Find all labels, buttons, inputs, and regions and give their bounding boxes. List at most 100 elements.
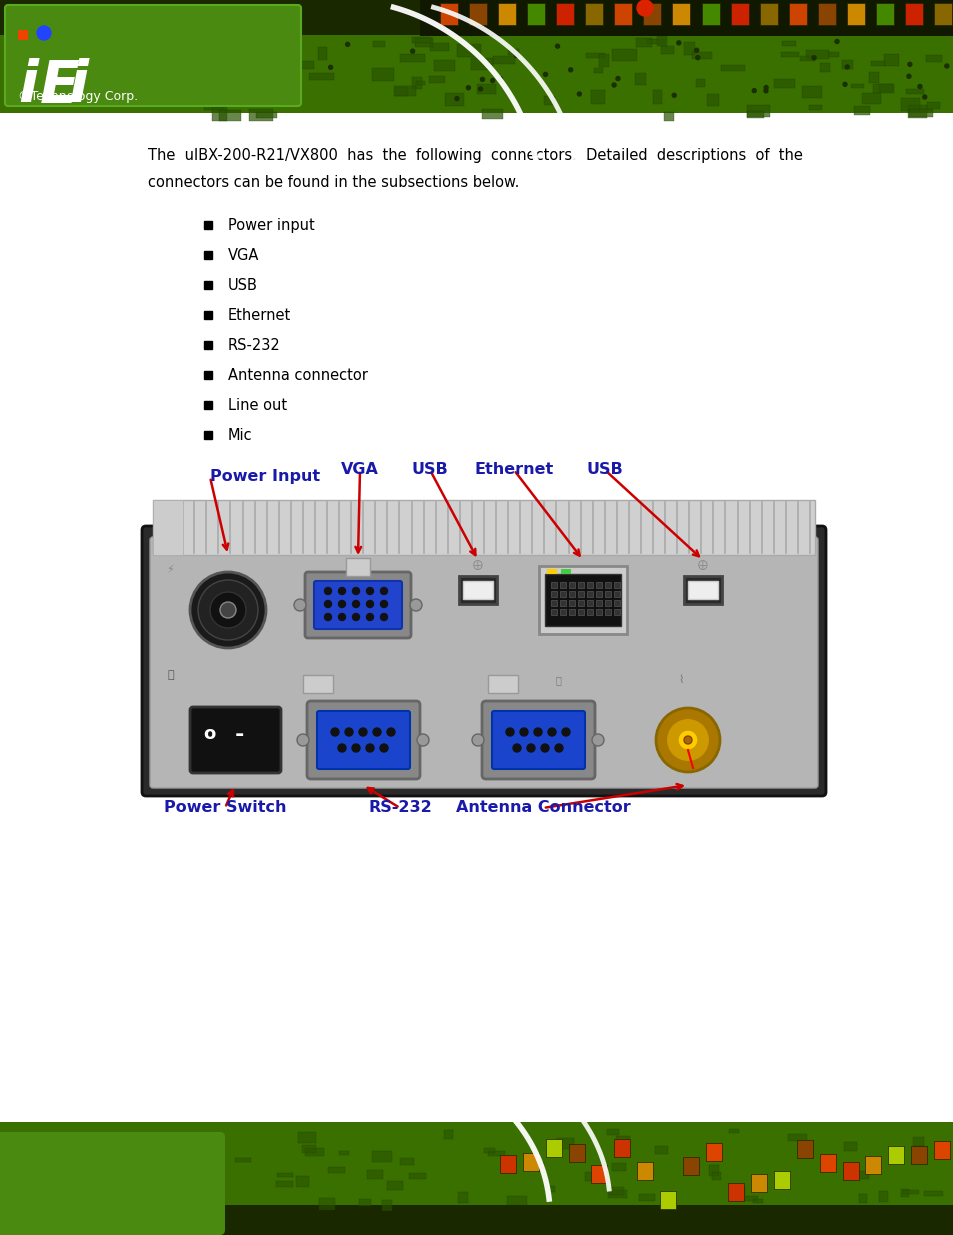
Bar bbox=[204, 99, 224, 110]
Bar bbox=[908, 110, 932, 117]
Bar bbox=[429, 75, 444, 83]
Bar bbox=[612, 1163, 625, 1171]
Bar bbox=[614, 2, 632, 25]
Circle shape bbox=[811, 56, 815, 59]
Bar bbox=[568, 600, 575, 606]
Bar bbox=[183, 1156, 200, 1162]
Circle shape bbox=[358, 727, 367, 736]
Bar bbox=[808, 105, 821, 110]
Bar bbox=[639, 1194, 654, 1202]
Circle shape bbox=[337, 743, 346, 752]
Bar bbox=[382, 1199, 392, 1212]
Circle shape bbox=[324, 588, 331, 594]
Bar bbox=[695, 79, 704, 86]
Bar bbox=[846, 2, 864, 25]
Circle shape bbox=[616, 77, 619, 80]
Bar bbox=[219, 110, 241, 121]
Bar bbox=[439, 2, 457, 25]
Bar bbox=[204, 47, 221, 58]
Circle shape bbox=[455, 96, 458, 100]
Circle shape bbox=[251, 79, 255, 83]
Bar bbox=[781, 41, 795, 46]
Circle shape bbox=[210, 592, 246, 629]
Bar bbox=[750, 1173, 766, 1192]
Circle shape bbox=[287, 82, 291, 86]
Circle shape bbox=[637, 0, 652, 16]
Bar bbox=[559, 600, 565, 606]
Bar bbox=[508, 48, 518, 56]
Circle shape bbox=[665, 718, 709, 762]
Bar bbox=[267, 51, 275, 58]
Circle shape bbox=[338, 614, 345, 620]
Bar bbox=[456, 44, 480, 57]
Bar bbox=[614, 1139, 630, 1157]
Circle shape bbox=[209, 46, 213, 49]
Circle shape bbox=[472, 734, 483, 746]
Bar bbox=[900, 1189, 908, 1198]
Circle shape bbox=[568, 68, 572, 72]
Bar bbox=[546, 569, 557, 574]
Text: Power Input: Power Input bbox=[210, 469, 320, 484]
Bar bbox=[933, 2, 951, 25]
Bar bbox=[412, 78, 422, 89]
Circle shape bbox=[296, 734, 309, 746]
FancyBboxPatch shape bbox=[314, 580, 401, 629]
Bar bbox=[249, 109, 274, 121]
Bar bbox=[551, 600, 557, 606]
Bar bbox=[672, 2, 690, 25]
Bar bbox=[126, 1161, 135, 1171]
Bar bbox=[578, 600, 583, 606]
Bar bbox=[878, 84, 892, 91]
Text: ⨁: ⨁ bbox=[698, 559, 707, 571]
Text: Antenna connector: Antenna connector bbox=[228, 368, 368, 383]
Circle shape bbox=[592, 734, 603, 746]
FancyBboxPatch shape bbox=[5, 5, 301, 106]
Circle shape bbox=[540, 743, 548, 752]
Bar bbox=[204, 370, 212, 379]
Circle shape bbox=[352, 600, 359, 608]
Bar bbox=[708, 1165, 719, 1177]
Bar bbox=[152, 500, 183, 555]
Bar bbox=[801, 85, 821, 98]
Bar bbox=[147, 1181, 158, 1189]
Bar bbox=[204, 401, 212, 409]
Bar bbox=[471, 58, 493, 70]
Text: ⨁: ⨁ bbox=[473, 559, 482, 571]
Bar bbox=[700, 2, 719, 25]
Circle shape bbox=[555, 44, 559, 48]
Circle shape bbox=[922, 95, 925, 99]
Bar bbox=[799, 56, 814, 61]
Bar bbox=[614, 592, 619, 597]
Circle shape bbox=[410, 599, 421, 611]
Bar bbox=[416, 82, 424, 85]
Text: USB: USB bbox=[586, 462, 622, 478]
Text: Ethernet: Ethernet bbox=[474, 462, 553, 478]
Bar bbox=[612, 49, 636, 62]
Bar bbox=[635, 73, 645, 85]
Bar bbox=[706, 94, 718, 106]
Bar bbox=[663, 112, 674, 121]
Bar bbox=[543, 96, 555, 105]
Bar bbox=[805, 49, 828, 59]
Bar bbox=[591, 90, 605, 104]
Bar bbox=[787, 1134, 806, 1141]
Text: ⌇: ⌇ bbox=[678, 676, 682, 685]
Bar bbox=[747, 111, 763, 119]
Bar bbox=[788, 2, 806, 25]
Text: USB: USB bbox=[228, 278, 257, 293]
Text: USB: USB bbox=[411, 462, 448, 478]
Circle shape bbox=[190, 572, 266, 648]
Bar bbox=[560, 569, 571, 574]
Bar bbox=[615, 1136, 630, 1142]
Bar bbox=[654, 1146, 667, 1155]
Circle shape bbox=[410, 49, 415, 53]
Bar bbox=[527, 2, 544, 25]
Bar bbox=[904, 2, 922, 25]
Bar bbox=[205, 75, 220, 82]
Circle shape bbox=[555, 743, 562, 752]
Bar bbox=[578, 592, 583, 597]
Bar bbox=[276, 1181, 293, 1187]
Circle shape bbox=[324, 600, 331, 608]
Bar bbox=[604, 609, 610, 615]
Bar bbox=[687, 580, 718, 599]
